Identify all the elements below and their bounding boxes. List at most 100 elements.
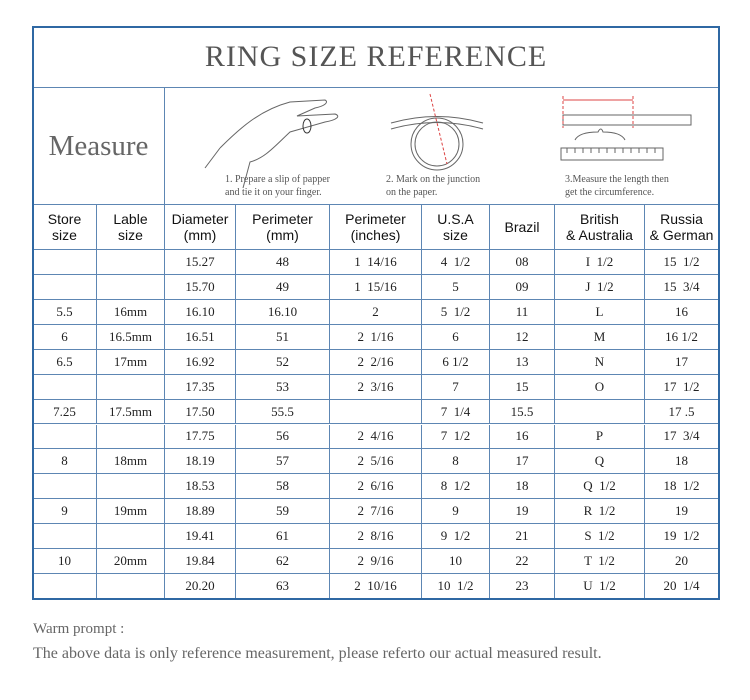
cell: 18 bbox=[645, 449, 719, 475]
cell: 16.10 bbox=[236, 299, 330, 325]
cell: 16mm bbox=[97, 299, 165, 325]
header-cell: Lable size bbox=[97, 205, 165, 250]
cell: 7 1/4 bbox=[422, 399, 490, 425]
cell: 59 bbox=[236, 499, 330, 525]
cell: 17 3/4 bbox=[645, 424, 719, 450]
cell: O bbox=[555, 374, 645, 400]
cell: 15 1/2 bbox=[645, 250, 719, 275]
header-cell: U.S.A size bbox=[422, 205, 490, 250]
cell: 17 .5 bbox=[645, 399, 719, 425]
caption-line: and tie it on your finger. bbox=[225, 187, 322, 198]
cell: 17.50 bbox=[165, 399, 236, 425]
cell: 09 bbox=[490, 274, 555, 300]
cell: 17.35 bbox=[165, 374, 236, 400]
cell bbox=[33, 374, 97, 400]
cell: 51 bbox=[236, 324, 330, 350]
cell: 23 bbox=[490, 574, 555, 599]
cell: 6.5 bbox=[33, 349, 97, 375]
header-line: size bbox=[52, 227, 77, 243]
header-cell: Perimeter (mm) bbox=[236, 205, 330, 250]
cell bbox=[555, 399, 645, 425]
cell: 18 bbox=[490, 474, 555, 500]
header-line: (inches) bbox=[350, 227, 401, 243]
title: RING SIZE REFERENCE bbox=[33, 27, 719, 88]
cell: 16.5mm bbox=[97, 324, 165, 350]
cell bbox=[33, 274, 97, 300]
cell bbox=[97, 374, 165, 400]
cell: 16.92 bbox=[165, 349, 236, 375]
cell: 18 1/2 bbox=[645, 474, 719, 500]
cell: 10 1/2 bbox=[422, 574, 490, 599]
cell bbox=[97, 274, 165, 300]
header-line: size bbox=[118, 227, 143, 243]
cell: 2 8/16 bbox=[330, 524, 422, 550]
cell: 20.20 bbox=[165, 574, 236, 599]
cell: 53 bbox=[236, 374, 330, 400]
cell: 11 bbox=[490, 299, 555, 325]
cell: 7 bbox=[422, 374, 490, 400]
cell: 6 bbox=[422, 324, 490, 350]
drawings bbox=[204, 93, 692, 189]
cell bbox=[33, 474, 97, 500]
cell: 6 1/2 bbox=[422, 349, 490, 375]
cell bbox=[97, 574, 165, 599]
cell: 12 bbox=[490, 324, 555, 350]
cell: 2 10/16 bbox=[330, 574, 422, 599]
cell: 18.89 bbox=[165, 499, 236, 525]
caption-line: 3.Measure the length then bbox=[565, 174, 669, 185]
header-line: & German bbox=[649, 227, 714, 243]
cell: 15 3/4 bbox=[645, 274, 719, 300]
caption-line: 2. Mark on the junction bbox=[386, 174, 481, 185]
header-line: Store bbox=[47, 211, 82, 227]
cell: 2 2/16 bbox=[330, 349, 422, 375]
cell: 9 bbox=[422, 499, 490, 525]
cell: 15.27 bbox=[165, 250, 236, 275]
measure-label: Measure bbox=[33, 88, 165, 205]
cell: 5 1/2 bbox=[422, 299, 490, 325]
cell bbox=[33, 524, 97, 550]
cell: 55.5 bbox=[236, 399, 330, 425]
cell: 16.10 bbox=[165, 299, 236, 325]
header-cell: Store size bbox=[33, 205, 97, 250]
cell: 2 1/16 bbox=[330, 324, 422, 350]
cell: 8 bbox=[33, 449, 97, 475]
header-cell: Russia & German bbox=[645, 205, 719, 250]
cell: Q bbox=[555, 449, 645, 475]
cell bbox=[330, 399, 422, 425]
cell: 2 bbox=[330, 299, 422, 325]
cell: 21 bbox=[490, 524, 555, 550]
cell: M bbox=[555, 324, 645, 350]
cell: 7 1/2 bbox=[422, 424, 490, 450]
header-line: Diameter bbox=[171, 211, 229, 227]
cell: S 1/2 bbox=[555, 524, 645, 550]
cell: 10 bbox=[422, 549, 490, 575]
cell: 5 bbox=[422, 274, 490, 300]
header-line: Perimeter bbox=[252, 211, 313, 227]
cell: 13 bbox=[490, 349, 555, 375]
cell: 63 bbox=[236, 574, 330, 599]
caption-line: on the paper. bbox=[386, 187, 438, 198]
cell: 16 1/2 bbox=[645, 324, 719, 350]
step-caption: 2. Mark on the junction on the paper. bbox=[386, 173, 480, 199]
cell: 56 bbox=[236, 424, 330, 450]
header-line: Lable bbox=[113, 211, 148, 227]
cell: 49 bbox=[236, 274, 330, 300]
cell: 08 bbox=[490, 250, 555, 275]
cell: 8 1/2 bbox=[422, 474, 490, 500]
cell: 20mm bbox=[97, 549, 165, 575]
header-line: size bbox=[443, 227, 468, 243]
cell: P bbox=[555, 424, 645, 450]
cell: 16 bbox=[490, 424, 555, 450]
cell bbox=[97, 250, 165, 275]
cell bbox=[33, 574, 97, 599]
header-line: Brazil bbox=[504, 219, 540, 235]
cell: 57 bbox=[236, 449, 330, 475]
cell bbox=[33, 250, 97, 275]
cell: 19.84 bbox=[165, 549, 236, 575]
header-cell: British & Australia bbox=[555, 205, 645, 250]
cell: 61 bbox=[236, 524, 330, 550]
cell: 16 bbox=[645, 299, 719, 325]
footer-note: The above data is only reference measure… bbox=[33, 645, 602, 662]
cell: T 1/2 bbox=[555, 549, 645, 575]
illustrations: 1. Prepare a slip of papper and tie it on… bbox=[165, 88, 719, 205]
